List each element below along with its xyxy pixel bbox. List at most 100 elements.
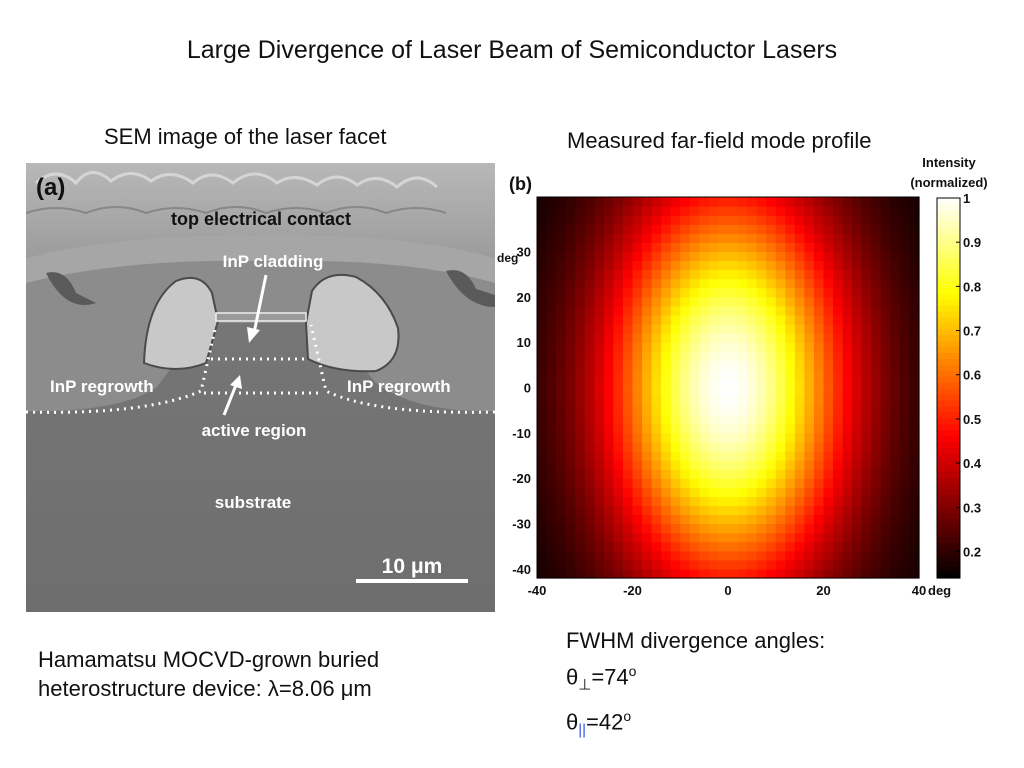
heatmap-cell <box>880 333 891 343</box>
heatmap-cell <box>909 451 920 461</box>
heatmap-cell <box>680 351 691 361</box>
heatmap-cell <box>718 505 729 516</box>
y-tick-label: 10 <box>517 335 531 350</box>
heatmap-cell <box>842 405 853 416</box>
heatmap-cell <box>794 441 805 452</box>
heatmap-cell <box>833 197 844 207</box>
heatmap-cell <box>728 414 739 425</box>
heatmap-cell <box>642 351 653 361</box>
heatmap-cell <box>861 514 872 525</box>
heatmap-cell <box>766 423 777 434</box>
heatmap-cell <box>584 423 595 434</box>
heatmap-cell <box>670 233 681 243</box>
heatmap-cell <box>670 532 681 543</box>
heatmap-cell <box>622 242 634 253</box>
colorbar-segment <box>937 500 960 508</box>
heatmap-cell <box>737 242 748 253</box>
heatmap-cell <box>699 505 710 516</box>
heatmap-cell <box>556 550 567 561</box>
heatmap-cell <box>689 269 700 280</box>
heatmap-cell <box>880 396 891 407</box>
heatmap-cell <box>766 550 777 561</box>
heatmap-cell <box>632 342 643 352</box>
heatmap-cell <box>651 278 662 289</box>
heatmap-cell <box>622 541 634 552</box>
heatmap-cell <box>852 324 863 334</box>
heatmap-cell <box>584 414 595 425</box>
heatmap-cell <box>813 478 825 488</box>
heatmap-cell <box>861 541 872 552</box>
heatmap-cell <box>804 414 815 425</box>
heatmap-cell <box>575 324 586 334</box>
heatmap-cell <box>594 378 605 389</box>
heatmap-cell <box>813 369 825 380</box>
heatmap-cell <box>899 324 911 334</box>
heatmap-cell <box>728 333 739 343</box>
heatmap-cell <box>680 269 691 280</box>
colorbar-segment <box>937 488 960 496</box>
heatmap-cell <box>766 342 777 352</box>
heatmap-cell <box>670 314 681 325</box>
heatmap-cell <box>794 233 805 243</box>
heatmap-cell <box>689 278 700 289</box>
heatmap-cell <box>594 278 605 289</box>
heatmap-cell <box>546 269 557 280</box>
heatmap-cell <box>708 387 720 398</box>
colorbar-segment <box>937 393 960 401</box>
heatmap-cell <box>823 260 834 271</box>
heatmap-cell <box>718 523 729 534</box>
heatmap-cell <box>794 387 805 398</box>
heatmap-cell <box>756 387 767 398</box>
heatmap-cell <box>584 314 595 325</box>
heatmap-cell <box>556 251 567 262</box>
heatmap-cell <box>823 305 834 316</box>
heatmap-cell <box>689 387 700 398</box>
heatmap-cell <box>756 324 767 334</box>
heatmap-cell <box>632 324 643 334</box>
x-tick-label: 20 <box>816 583 830 598</box>
x-tick-label: -20 <box>623 583 642 598</box>
heatmap-cell <box>775 568 786 579</box>
heatmap-cell <box>537 460 548 470</box>
heatmap-cell <box>661 432 672 443</box>
heatmap-cell <box>661 505 672 516</box>
heatmap-cell <box>880 324 891 334</box>
heatmap-cell <box>775 324 786 334</box>
heatmap-cell <box>642 387 653 398</box>
heatmap-cell <box>785 333 796 343</box>
heatmap-cell <box>565 451 576 461</box>
heatmap-cell <box>775 215 786 225</box>
heatmap-cell <box>556 559 567 570</box>
heatmap-cell <box>613 278 624 289</box>
heatmap-cell <box>880 215 891 225</box>
heatmap-cell <box>699 296 710 307</box>
heatmap-cell <box>670 197 681 207</box>
heatmap-cell <box>689 460 700 470</box>
heatmap-cell <box>899 296 911 307</box>
heatmap-cell <box>833 251 844 262</box>
heatmap-cell <box>594 541 605 552</box>
heatmap-cell <box>699 314 710 325</box>
heatmap-cell <box>708 378 720 389</box>
heatmap-cell <box>689 378 700 389</box>
heatmap-cell <box>594 396 605 407</box>
heatmap-cell <box>556 260 567 271</box>
heatmap-cell <box>871 351 882 361</box>
heatmap-cell <box>680 441 691 452</box>
heatmap-cell <box>708 487 720 497</box>
colorbar-title-line2: (normalized) <box>910 175 987 190</box>
heatmap-cell <box>613 496 624 507</box>
heatmap-cell <box>852 469 863 479</box>
heatmap-cell <box>785 287 796 298</box>
heatmap-cell <box>747 197 758 207</box>
heatmap-cell <box>622 378 634 389</box>
colorbar-segment <box>937 566 960 573</box>
heatmap-cell <box>613 405 624 416</box>
heatmap-cell <box>766 269 777 280</box>
heatmap-cell <box>813 523 825 534</box>
heatmap-cell <box>594 451 605 461</box>
heatmap-cell <box>728 487 739 497</box>
heatmap-cell <box>689 550 700 561</box>
heatmap-cell <box>852 532 863 543</box>
heatmap-cell <box>537 414 548 425</box>
